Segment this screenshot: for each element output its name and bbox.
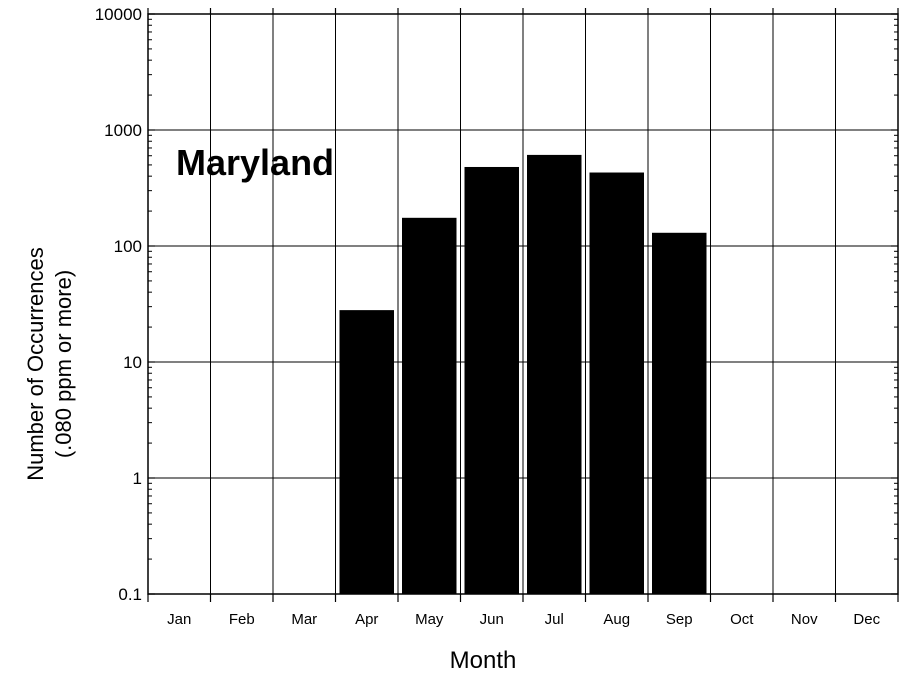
bar-apr bbox=[339, 310, 394, 594]
bar-jun bbox=[464, 166, 519, 594]
x-tick-label-feb: Feb bbox=[229, 611, 255, 628]
y-axis-ticks: 0.1 1 10 100 1000 10000 bbox=[95, 5, 898, 604]
x-axis-label: Month bbox=[450, 647, 517, 674]
x-tick-label-jul: Jul bbox=[545, 611, 564, 628]
x-tick-label-mar: Mar bbox=[291, 611, 317, 628]
y-axis-label-line2: (.080 ppm or more) bbox=[51, 270, 76, 458]
y-tick-label: 10 bbox=[123, 353, 142, 372]
x-tick-label-may: May bbox=[415, 611, 444, 628]
bars bbox=[339, 154, 707, 595]
x-axis-ticks: Jan Feb Mar Apr May Jun Jul Aug Sep Oct Nov Dec bbox=[147, 8, 899, 628]
bar-sep bbox=[652, 232, 707, 594]
x-tick-label-jan: Jan bbox=[167, 611, 191, 628]
y-axis-label-line1: Number of Occurrences bbox=[23, 247, 48, 481]
bar-aug bbox=[589, 172, 644, 595]
chart-title: Maryland bbox=[176, 142, 334, 183]
y-tick-label: 1000 bbox=[104, 121, 142, 140]
y-tick-label: 100 bbox=[114, 237, 142, 256]
x-tick-label-dec: Dec bbox=[853, 611, 880, 628]
grid-lines bbox=[148, 14, 898, 594]
x-tick-label-sep: Sep bbox=[666, 611, 693, 628]
bar-jul bbox=[527, 154, 582, 594]
x-tick-label-apr: Apr bbox=[355, 611, 378, 628]
x-tick-label-oct: Oct bbox=[730, 611, 754, 628]
y-tick-label: 10000 bbox=[95, 5, 142, 24]
y-tick-label: 1 bbox=[133, 469, 142, 488]
y-tick-label: 0.1 bbox=[118, 585, 142, 604]
x-tick-label-jun: Jun bbox=[480, 611, 504, 628]
x-tick-label-aug: Aug bbox=[603, 611, 630, 628]
bar-may bbox=[402, 217, 457, 594]
x-tick-label-nov: Nov bbox=[791, 611, 818, 628]
